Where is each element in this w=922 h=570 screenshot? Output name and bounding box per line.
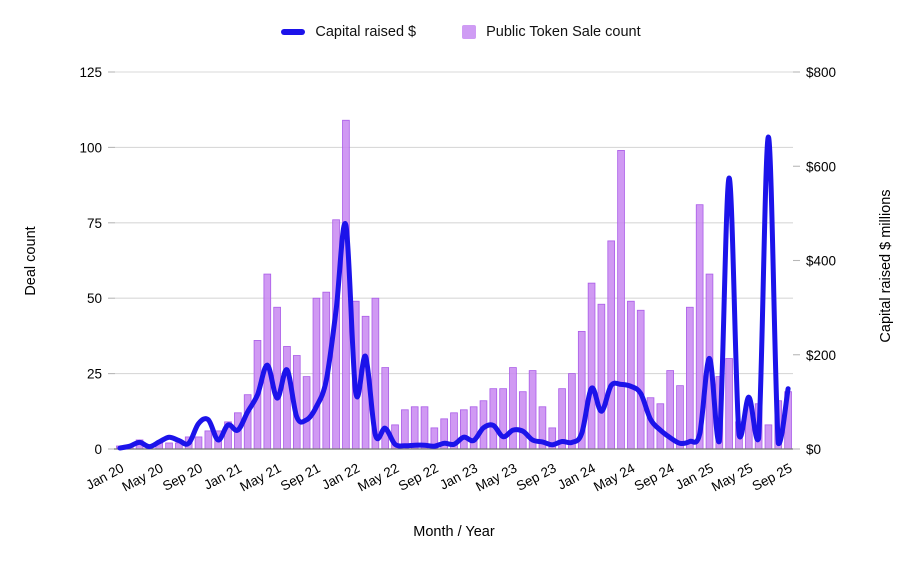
right-tick-label: $200 xyxy=(806,348,836,363)
bar xyxy=(676,385,684,450)
bar xyxy=(381,367,390,450)
bar xyxy=(607,240,616,450)
capital-raised-line-swatch xyxy=(281,29,306,35)
bar xyxy=(204,430,213,450)
right-tick-label: $600 xyxy=(806,159,836,174)
left-tick-label: 0 xyxy=(94,442,102,457)
x-tick-label: Jan 24 xyxy=(555,460,598,493)
x-tick-label: May 24 xyxy=(591,460,638,494)
right-tick-label: $400 xyxy=(806,254,836,269)
bar xyxy=(627,300,635,450)
bar xyxy=(617,150,625,450)
x-tick-label: May 22 xyxy=(355,460,401,494)
right-axis-ticks: $0 $200 $400 $600 $800 xyxy=(793,65,836,457)
x-tick-label: Jan 23 xyxy=(437,460,480,492)
bar xyxy=(165,442,173,450)
bar xyxy=(401,409,409,450)
bar xyxy=(499,388,507,450)
token-sale-square-swatch xyxy=(462,25,477,39)
left-tick-label: 25 xyxy=(87,367,102,382)
left-tick-label: 50 xyxy=(87,291,102,306)
capital-raised-line xyxy=(117,134,791,451)
bar xyxy=(410,406,419,450)
x-tick-label: Sep 24 xyxy=(632,460,677,494)
bar xyxy=(587,282,596,450)
bar xyxy=(764,424,773,450)
bar xyxy=(312,297,321,450)
x-tick-label: Jan 21 xyxy=(201,460,244,492)
x-tick-label: Sep 21 xyxy=(278,460,323,493)
token-sale-bars xyxy=(116,119,792,450)
bar xyxy=(194,436,203,450)
bar xyxy=(636,309,645,450)
chart-legend: Capital raised $ Public Token Sale count xyxy=(0,24,922,40)
x-tick-label: May 25 xyxy=(709,460,755,494)
left-tick-label: 125 xyxy=(79,65,102,80)
x-tick-label: May 20 xyxy=(119,460,165,494)
bar xyxy=(302,376,311,450)
bar xyxy=(597,303,606,450)
legend-item-capital-raised[interactable]: Capital raised $ xyxy=(281,24,416,40)
x-tick-label: Sep 23 xyxy=(514,460,559,493)
bar xyxy=(725,358,733,450)
bar xyxy=(518,391,527,450)
legend-item-token-sale-count[interactable]: Public Token Sale count xyxy=(462,24,641,40)
x-tick-label: Sep 25 xyxy=(750,460,795,493)
x-tick-label: May 21 xyxy=(237,460,283,494)
x-tick-label: Jan 22 xyxy=(319,460,362,492)
x-tick-label: Jan 25 xyxy=(673,460,716,492)
left-tick-label: 75 xyxy=(87,216,102,231)
x-tick-label: Sep 20 xyxy=(160,460,205,493)
bar xyxy=(568,373,576,450)
bar xyxy=(509,367,517,450)
bar xyxy=(686,306,694,450)
x-axis-title: Month / Year xyxy=(413,524,495,540)
x-tick-label: Sep 22 xyxy=(396,460,441,493)
right-tick-label: $800 xyxy=(806,65,836,80)
legend-label-token-sale-count: Public Token Sale count xyxy=(486,24,641,40)
bar xyxy=(283,346,291,450)
bar xyxy=(460,409,468,450)
bar xyxy=(273,306,281,450)
bar xyxy=(489,388,498,450)
gridlines xyxy=(115,71,793,375)
left-tick-label: 100 xyxy=(79,140,102,155)
left-axis-ticks: 0 25 50 75 100 125 xyxy=(79,65,115,457)
right-tick-label: $0 xyxy=(806,442,821,457)
x-tick-label: Jan 20 xyxy=(83,460,126,492)
x-tick-label: May 23 xyxy=(473,460,519,494)
legend-label-capital-raised: Capital raised $ xyxy=(315,24,417,40)
bar xyxy=(263,273,272,450)
